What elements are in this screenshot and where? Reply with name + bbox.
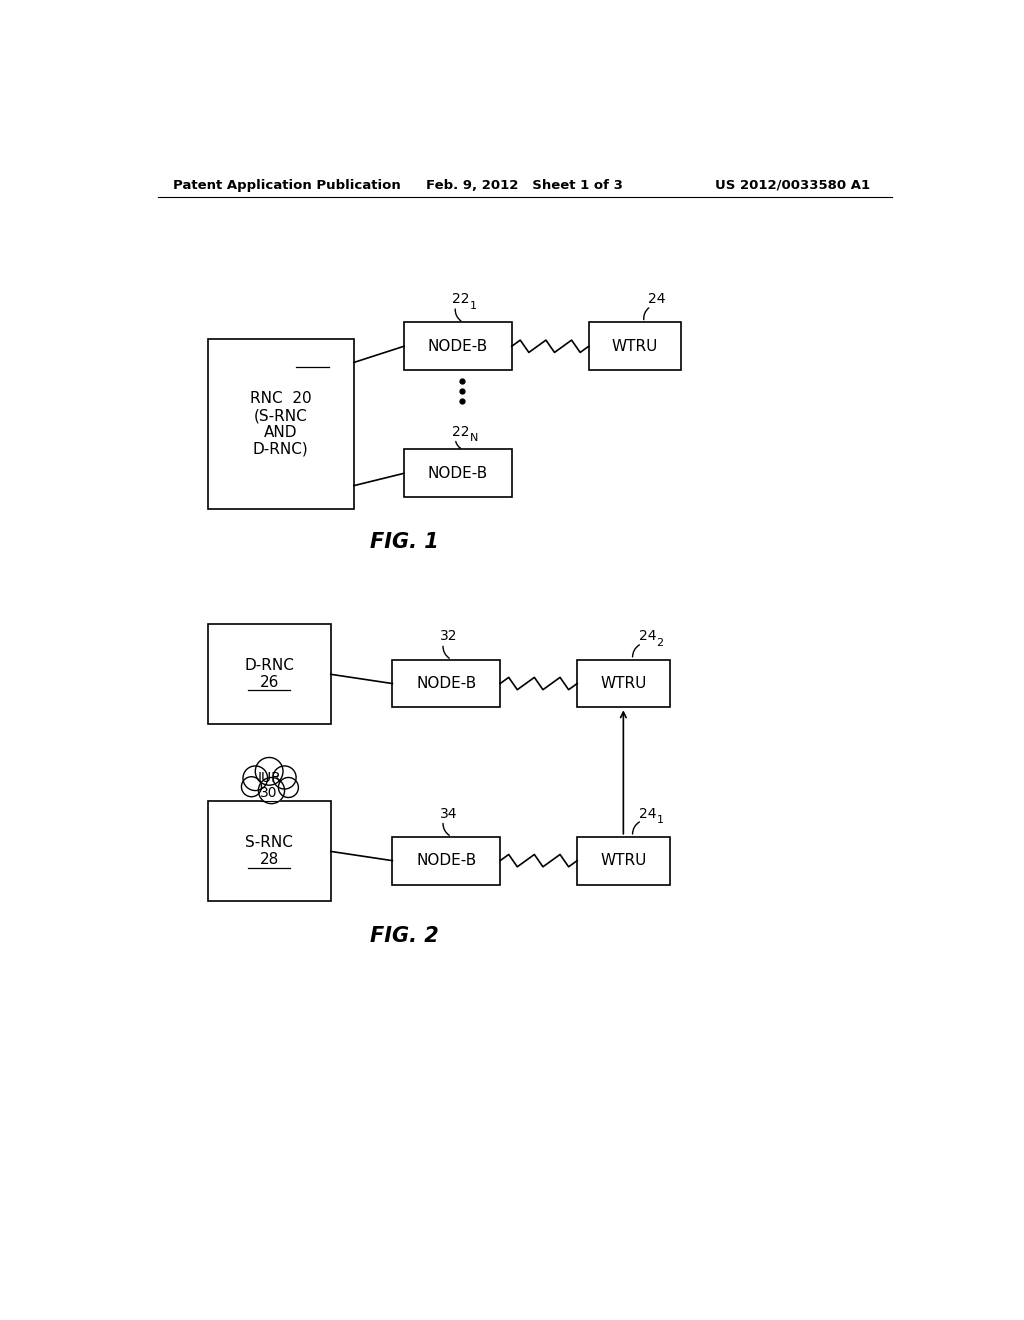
Text: NODE-B: NODE-B xyxy=(428,339,487,354)
Text: 22: 22 xyxy=(453,292,470,306)
FancyBboxPatch shape xyxy=(208,801,331,902)
Text: 24: 24 xyxy=(648,292,666,306)
Text: FIG. 2: FIG. 2 xyxy=(370,927,438,946)
Text: Feb. 9, 2012   Sheet 1 of 3: Feb. 9, 2012 Sheet 1 of 3 xyxy=(426,178,624,191)
Text: AND: AND xyxy=(264,425,297,440)
Text: WTRU: WTRU xyxy=(600,853,646,869)
FancyBboxPatch shape xyxy=(392,837,500,884)
Text: NODE-B: NODE-B xyxy=(416,676,476,692)
Circle shape xyxy=(279,777,298,797)
Text: WTRU: WTRU xyxy=(600,676,646,692)
FancyBboxPatch shape xyxy=(589,322,681,370)
Text: IUR: IUR xyxy=(257,771,281,785)
Circle shape xyxy=(273,766,296,789)
Text: NODE-B: NODE-B xyxy=(416,853,476,869)
FancyBboxPatch shape xyxy=(208,339,354,508)
Text: 1: 1 xyxy=(470,301,477,312)
Text: FIG. 1: FIG. 1 xyxy=(370,532,438,552)
Text: 22: 22 xyxy=(453,425,470,438)
Circle shape xyxy=(258,777,285,804)
Circle shape xyxy=(255,758,283,785)
Text: NODE-B: NODE-B xyxy=(428,466,487,480)
FancyBboxPatch shape xyxy=(208,624,331,725)
Text: 24: 24 xyxy=(639,630,656,644)
Circle shape xyxy=(243,766,267,791)
FancyBboxPatch shape xyxy=(578,837,670,884)
Text: 34: 34 xyxy=(440,807,458,821)
Text: D-RNC): D-RNC) xyxy=(253,442,308,457)
Text: RNC  20: RNC 20 xyxy=(250,391,311,407)
Text: WTRU: WTRU xyxy=(611,339,658,354)
Text: N: N xyxy=(470,433,478,444)
Text: S-RNC: S-RNC xyxy=(245,836,293,850)
Text: (S-RNC: (S-RNC xyxy=(254,408,307,424)
Text: 26: 26 xyxy=(259,676,279,690)
Text: Patent Application Publication: Patent Application Publication xyxy=(173,178,400,191)
Text: 30: 30 xyxy=(260,785,278,800)
FancyBboxPatch shape xyxy=(392,660,500,708)
Text: 28: 28 xyxy=(259,853,279,867)
FancyBboxPatch shape xyxy=(403,322,512,370)
Text: D-RNC: D-RNC xyxy=(244,659,294,673)
Text: 24: 24 xyxy=(639,807,656,821)
Text: US 2012/0033580 A1: US 2012/0033580 A1 xyxy=(715,178,869,191)
Text: 1: 1 xyxy=(656,816,664,825)
FancyBboxPatch shape xyxy=(403,450,512,498)
FancyBboxPatch shape xyxy=(578,660,670,708)
Circle shape xyxy=(242,776,261,797)
Text: 32: 32 xyxy=(440,630,458,644)
Text: 2: 2 xyxy=(656,638,664,648)
